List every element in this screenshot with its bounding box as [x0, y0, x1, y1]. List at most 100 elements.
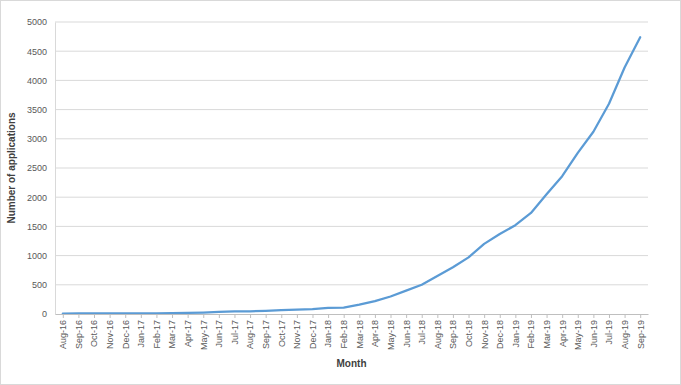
x-tick: Apr-19 — [558, 314, 568, 347]
y-tick-label: 0 — [42, 309, 47, 319]
x-tick: Mar-17 — [167, 314, 177, 349]
x-tick: Oct-16 — [89, 314, 99, 347]
x-tick-label: Sep-16 — [74, 320, 84, 349]
y-tick-label: 4000 — [27, 76, 47, 86]
x-tick: Jan-17 — [136, 314, 146, 348]
x-tick: Oct-18 — [464, 314, 474, 347]
x-tick: Mar-19 — [542, 314, 552, 349]
x-tick: Sep-19 — [636, 314, 646, 349]
x-tick-mark — [344, 314, 345, 318]
x-tick: May-17 — [199, 314, 209, 350]
x-tick-label: Feb-17 — [152, 320, 162, 349]
x-tick-mark — [453, 314, 454, 318]
x-tick-mark — [94, 314, 95, 318]
x-tick-label: Oct-18 — [464, 320, 474, 347]
x-tick-label: Aug-16 — [58, 320, 68, 349]
x-tick-mark — [406, 314, 407, 318]
x-tick-label: Jun-19 — [589, 320, 599, 348]
x-tick: Aug-17 — [245, 314, 255, 349]
x-tick: May-19 — [573, 314, 583, 350]
grid-line — [55, 138, 648, 139]
x-tick: Jul-19 — [604, 314, 614, 345]
x-tick-mark — [578, 314, 579, 318]
x-tick: Jun-17 — [214, 314, 224, 348]
y-tick: 2500 — [27, 163, 55, 173]
x-tick-label: Jun-17 — [214, 320, 224, 348]
x-tick: Feb-18 — [339, 314, 349, 349]
x-tick-mark — [156, 314, 157, 318]
x-tick-label: Mar-19 — [542, 320, 552, 349]
x-tick: Apr-18 — [370, 314, 380, 347]
x-tick-label: Feb-18 — [339, 320, 349, 349]
x-tick-label: Nov-18 — [480, 320, 490, 349]
x-tick-label: May-18 — [386, 320, 396, 350]
x-tick: Nov-17 — [292, 314, 302, 349]
x-tick: Sep-17 — [261, 314, 271, 349]
x-tick: Mar-18 — [355, 314, 365, 349]
y-tick-label: 1500 — [27, 222, 47, 232]
x-tick-label: Apr-18 — [370, 320, 380, 347]
y-tick-label: 5000 — [27, 17, 47, 27]
x-tick: Jan-19 — [511, 314, 521, 348]
x-tick: May-18 — [386, 314, 396, 350]
x-tick-label: Oct-16 — [89, 320, 99, 347]
grid-line — [55, 51, 648, 52]
y-axis-title: Number of applications — [6, 112, 17, 224]
x-tick-label: Jun-18 — [401, 320, 411, 348]
x-tick: Aug-19 — [620, 314, 630, 349]
series-group — [63, 37, 640, 314]
x-tick: Nov-18 — [480, 314, 490, 349]
x-tick-mark — [469, 314, 470, 318]
y-tick: 4000 — [27, 76, 55, 86]
y-tick: 1000 — [27, 251, 55, 261]
x-tick: Jun-19 — [589, 314, 599, 348]
grid-line — [55, 168, 648, 169]
x-tick-mark — [500, 314, 501, 318]
x-tick-mark — [281, 314, 282, 318]
x-tick-label: Apr-17 — [183, 320, 193, 347]
y-tick: 4500 — [27, 47, 55, 57]
x-tick-label: May-19 — [573, 320, 583, 350]
x-tick-mark — [125, 314, 126, 318]
x-tick-mark — [78, 314, 79, 318]
x-tick: Nov-16 — [105, 314, 115, 349]
x-tick-mark — [531, 314, 532, 318]
x-tick-label: Sep-17 — [261, 320, 271, 349]
x-axis-title: Month — [337, 358, 367, 369]
x-tick-mark — [203, 314, 204, 318]
x-tick-label: Jan-19 — [511, 320, 521, 348]
grid-line — [55, 255, 648, 256]
x-tick-label: Mar-17 — [167, 320, 177, 349]
y-tick: 2000 — [27, 193, 55, 203]
x-tick-mark — [250, 314, 251, 318]
x-tick-mark — [141, 314, 142, 318]
x-tick-label: Dec-18 — [495, 320, 505, 349]
grid-line — [55, 197, 648, 198]
x-tick: Aug-16 — [58, 314, 68, 349]
x-tick-mark — [188, 314, 189, 318]
x-tick: Apr-17 — [183, 314, 193, 347]
series-line — [63, 37, 640, 314]
x-tick-mark — [219, 314, 220, 318]
grid-line — [55, 284, 648, 285]
chart: 0500100015002000250030003500400045005000… — [0, 0, 681, 385]
x-tick-label: Sep-18 — [448, 320, 458, 349]
x-tick: Dec-18 — [495, 314, 505, 349]
grid-line — [55, 109, 648, 110]
x-tick: Jun-18 — [401, 314, 411, 348]
y-tick-label: 2500 — [27, 163, 47, 173]
x-tick-label: Jan-17 — [136, 320, 146, 348]
grid-line — [55, 226, 648, 227]
x-tick-mark — [422, 314, 423, 318]
x-tick: Sep-16 — [74, 314, 84, 349]
x-tick-mark — [110, 314, 111, 318]
x-tick: Jul-18 — [417, 314, 427, 345]
y-tick-label: 1000 — [27, 251, 47, 261]
x-tick-label: Apr-19 — [558, 320, 568, 347]
y-tick: 5000 — [27, 17, 55, 27]
x-tick-mark — [297, 314, 298, 318]
x-tick-mark — [515, 314, 516, 318]
x-tick-mark — [609, 314, 610, 318]
x-tick-mark — [375, 314, 376, 318]
x-tick-mark — [391, 314, 392, 318]
